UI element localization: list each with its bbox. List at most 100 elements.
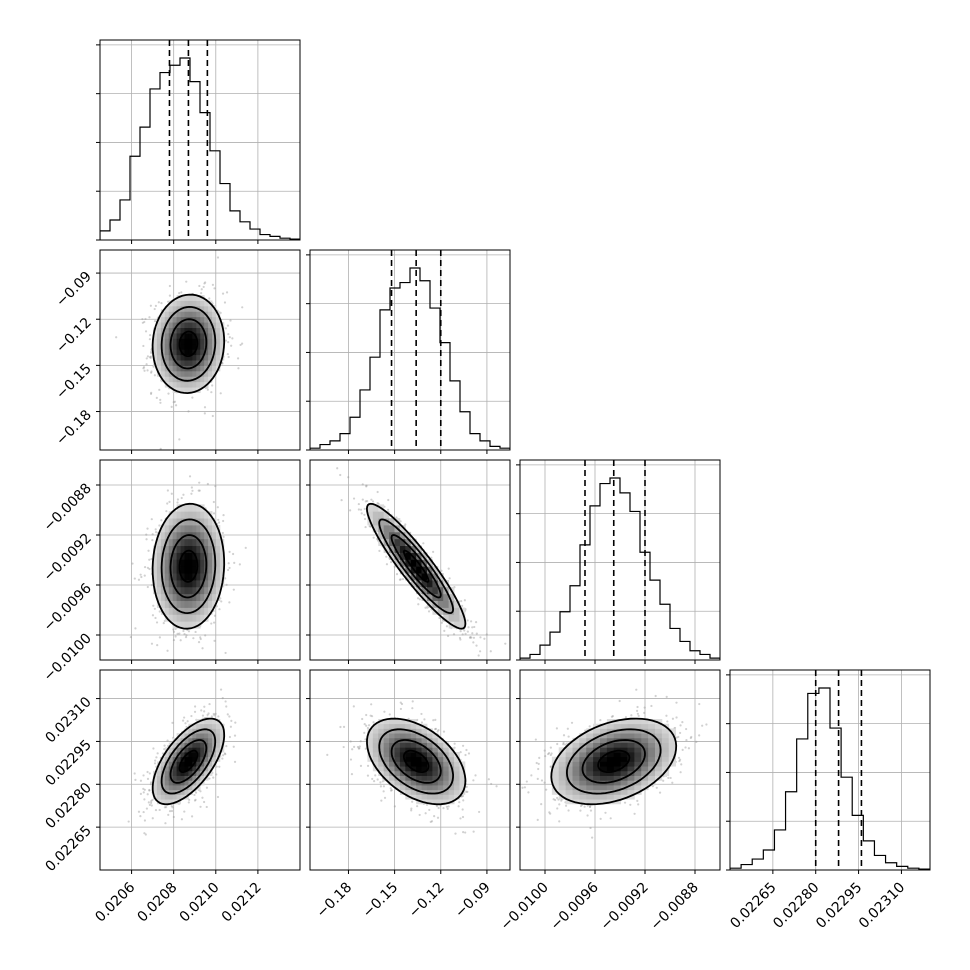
- sample-point: [483, 637, 486, 640]
- sample-point: [230, 344, 233, 347]
- sample-point: [137, 810, 141, 813]
- sample-point: [147, 549, 150, 552]
- density-cell: [168, 780, 174, 786]
- sample-point: [418, 598, 421, 601]
- sample-point: [212, 500, 215, 504]
- density-cell: [188, 525, 193, 533]
- sample-point: [440, 569, 443, 572]
- density-cell: [204, 573, 209, 581]
- sample-point: [144, 330, 148, 333]
- density-cell: [426, 559, 433, 567]
- density-cell: [208, 747, 213, 753]
- sample-point: [152, 747, 155, 750]
- sample-point: [473, 625, 476, 629]
- density-cell: [152, 338, 158, 345]
- density-cell: [168, 327, 174, 334]
- y-tick-label: 0.02310: [43, 694, 95, 746]
- sample-point: [166, 649, 169, 652]
- sample-point: [178, 291, 181, 295]
- density-cell: [160, 322, 166, 328]
- sample-point: [142, 787, 145, 790]
- density-cell: [184, 349, 189, 356]
- sample-point: [154, 808, 158, 812]
- density-cell: [164, 785, 170, 791]
- sample-point: [233, 734, 237, 737]
- density-cell: [172, 538, 178, 547]
- density-cell: [184, 311, 189, 318]
- density-cell: [160, 761, 166, 767]
- density-cell: [215, 752, 221, 758]
- sample-point: [387, 498, 390, 502]
- density-cell: [188, 327, 193, 334]
- sample-point: [347, 476, 350, 479]
- sample-point: [157, 301, 160, 304]
- density-cell: [192, 600, 197, 608]
- sample-point: [222, 514, 225, 517]
- panel-2-0: −0.0100−0.0096−0.0092−0.0088: [41, 459, 301, 685]
- density-cell: [176, 573, 181, 581]
- sample-point: [198, 481, 201, 484]
- density-cell: [196, 747, 201, 753]
- sample-point: [225, 744, 228, 748]
- sample-point: [466, 619, 469, 622]
- density-cell: [192, 354, 197, 361]
- density-cell: [180, 343, 185, 350]
- density-cell: [196, 580, 201, 588]
- contour-level-2: [169, 318, 208, 370]
- density-cell: [208, 305, 213, 312]
- density-cell: [180, 327, 185, 334]
- density-cell: [212, 728, 217, 734]
- sample-point: [463, 629, 466, 632]
- sample-point: [477, 654, 480, 657]
- sample-point: [142, 344, 145, 348]
- density-cell: [160, 780, 166, 786]
- sample-point: [461, 604, 464, 607]
- sample-point: [134, 627, 137, 630]
- sample-point: [357, 508, 360, 511]
- sample-point: [172, 630, 176, 633]
- density-cell: [180, 780, 185, 786]
- density-cell: [168, 794, 174, 800]
- density-cell: [172, 580, 178, 588]
- density-cell: [192, 593, 197, 602]
- density-cell: [164, 305, 170, 312]
- density-cell: [160, 365, 166, 372]
- density-cell: [184, 552, 189, 560]
- histogram-series: [310, 267, 510, 450]
- density-cell: [192, 580, 197, 588]
- density-cell: [184, 600, 189, 608]
- density-cell: [168, 747, 174, 753]
- density-cell: [184, 381, 189, 388]
- sample-point: [198, 284, 201, 288]
- sample-point: [369, 525, 372, 528]
- density-cell: [200, 327, 205, 334]
- sample-point: [370, 703, 373, 706]
- sample-point: [470, 620, 473, 623]
- density-cell: [192, 338, 197, 345]
- sample-point: [144, 317, 147, 321]
- sample-point: [167, 392, 170, 395]
- sample-point: [158, 610, 161, 613]
- density-cell: [172, 600, 178, 608]
- density-cell: [188, 300, 193, 307]
- density-cell: [219, 737, 225, 743]
- density-cell: [219, 733, 225, 739]
- density-cell: [188, 752, 193, 758]
- density-cell: [168, 799, 174, 805]
- sample-point: [139, 792, 143, 795]
- density-cell: [204, 354, 209, 361]
- sample-point: [219, 688, 223, 691]
- density-cell: [215, 737, 221, 743]
- density-cell: [200, 518, 205, 526]
- sample-point: [143, 369, 146, 372]
- density-cell: [188, 322, 193, 328]
- density-cell: [421, 580, 428, 588]
- density-cell: [372, 518, 379, 526]
- sample-point: [487, 778, 490, 781]
- sample-point: [213, 621, 216, 624]
- sample-point: [134, 778, 137, 781]
- sample-point: [194, 630, 197, 634]
- sample-point: [176, 498, 180, 501]
- density-cell: [160, 349, 166, 356]
- sample-point: [147, 801, 150, 804]
